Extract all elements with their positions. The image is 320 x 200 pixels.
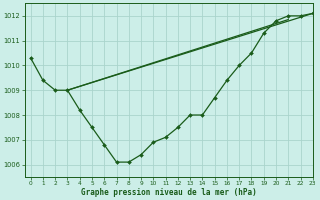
X-axis label: Graphe pression niveau de la mer (hPa): Graphe pression niveau de la mer (hPa) [81, 188, 257, 197]
